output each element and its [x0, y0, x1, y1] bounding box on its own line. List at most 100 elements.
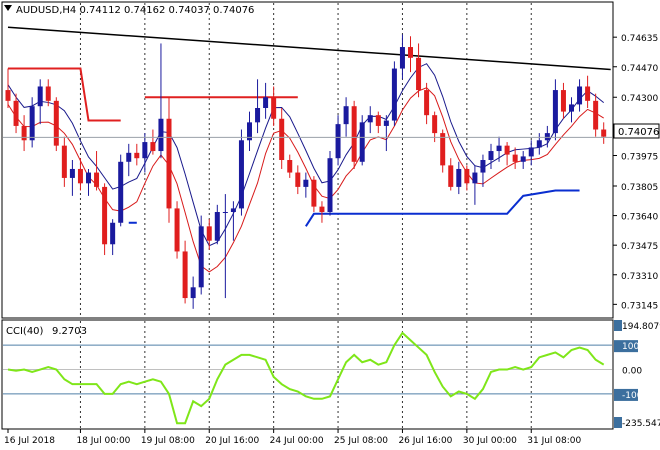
candle-down — [311, 179, 317, 207]
candle-up — [520, 156, 526, 162]
candle-up — [126, 152, 132, 162]
candle-down — [45, 86, 51, 101]
price-tick-label: 0.74635 — [621, 34, 658, 44]
candle-down — [504, 145, 510, 155]
candle-down — [448, 165, 454, 187]
cci-tick-label: -100 — [622, 391, 643, 401]
candle-up — [118, 161, 124, 223]
cci-line — [7, 331, 605, 425]
candle-down — [440, 133, 446, 166]
time-tick-label: 16 Jul 2018 — [4, 436, 55, 446]
candle-down — [61, 145, 67, 178]
candle-up — [263, 97, 269, 108]
blue-moving-averages — [7, 63, 605, 247]
candle-up — [69, 168, 75, 178]
candle-down — [271, 97, 277, 119]
time-tick-label: 19 Jul 08:00 — [141, 436, 195, 446]
time-tick-label: 18 Jul 00:00 — [76, 436, 130, 446]
candle-down — [182, 251, 188, 299]
candle-down — [601, 129, 607, 137]
candle-down — [416, 57, 422, 91]
time-tick-label: 24 Jul 00:00 — [270, 436, 324, 446]
candle-up — [472, 172, 478, 184]
price-tick-label: 0.73145 — [621, 301, 658, 311]
resistance-trendline — [7, 26, 611, 71]
main-panel-frame — [1, 1, 614, 319]
cci-indicator-name: CCI(40) — [6, 326, 44, 337]
cci-bound-box — [614, 320, 622, 331]
candle-up — [480, 160, 486, 173]
candle-up — [528, 147, 534, 157]
candle-down — [166, 118, 172, 209]
last-price-box — [613, 123, 660, 139]
time-axis: 16 Jul 2018 18 Jul 00:00 19 Jul 08:00 20 Ju… — [4, 429, 581, 446]
candles — [5, 34, 607, 309]
candle-up — [255, 108, 261, 123]
candle-down — [5, 90, 11, 101]
candle-down — [424, 90, 430, 116]
candle-down — [464, 168, 470, 184]
cci-panel-frame — [1, 319, 614, 430]
price-tick-label: 0.74300 — [621, 94, 658, 104]
candle-down — [319, 206, 325, 212]
candle-up — [496, 145, 502, 152]
candle-up — [198, 226, 204, 288]
candle-down — [94, 172, 100, 187]
candle-up — [110, 222, 116, 245]
candle-down — [21, 125, 27, 141]
time-tick-label: 26 Jul 16:00 — [398, 436, 452, 446]
blue-levels — [128, 189, 580, 227]
candle-up — [158, 118, 164, 152]
candle-up — [577, 86, 583, 105]
candle-up — [488, 151, 494, 160]
cci-tick-label: -235.5472 — [622, 419, 660, 429]
candle-up — [399, 47, 405, 69]
symbol-arrow-icon — [4, 5, 12, 11]
cci-level-box — [614, 340, 638, 353]
candle-down — [13, 100, 19, 126]
candle-up — [327, 158, 333, 212]
candle-up — [37, 86, 43, 107]
blue-support-step — [305, 189, 580, 227]
time-tick-label: 31 Jul 08:00 — [527, 436, 581, 446]
candle-up — [247, 122, 252, 141]
price-tick-label: 0.73975 — [621, 153, 658, 163]
candle-up — [214, 212, 220, 241]
cci-tick-label: 0.00 — [622, 367, 642, 377]
candle-up — [303, 179, 309, 187]
candle-down — [134, 152, 140, 159]
price-tick-label: 0.74470 — [621, 64, 658, 74]
candle-up — [142, 142, 148, 159]
candle-down — [585, 86, 591, 101]
candle-down — [150, 142, 156, 152]
candle-up — [29, 106, 35, 141]
candle-down — [279, 118, 285, 160]
candle-up — [552, 90, 558, 134]
last-price-label: 0.74076 — [618, 127, 659, 138]
candle-up — [391, 68, 397, 121]
candle-down — [295, 172, 301, 187]
candle-up — [222, 212, 228, 213]
candle-up — [359, 122, 365, 162]
red-moving-averages — [7, 87, 604, 273]
candle-down — [432, 115, 438, 134]
candle-up — [190, 287, 196, 299]
candle-up — [343, 106, 349, 125]
candle-down — [287, 160, 293, 173]
red-ma-line — [7, 87, 604, 273]
candle-down — [351, 106, 357, 162]
cci-bound-box — [614, 417, 622, 428]
cci-tick-label: 194.8079 — [622, 322, 660, 332]
red-upper-step — [8, 67, 121, 122]
price-tick-label: 0.73805 — [621, 183, 658, 193]
candle-up — [544, 133, 550, 141]
price-tick-label: 0.73475 — [621, 242, 658, 252]
candle-down — [102, 186, 108, 245]
candle-down — [375, 115, 381, 126]
price-tick-label: 0.73310 — [621, 272, 658, 282]
time-tick-label: 25 Jul 08:00 — [334, 436, 388, 446]
candle-up — [335, 124, 341, 159]
candle-up — [367, 115, 373, 123]
candle-up — [536, 140, 542, 148]
